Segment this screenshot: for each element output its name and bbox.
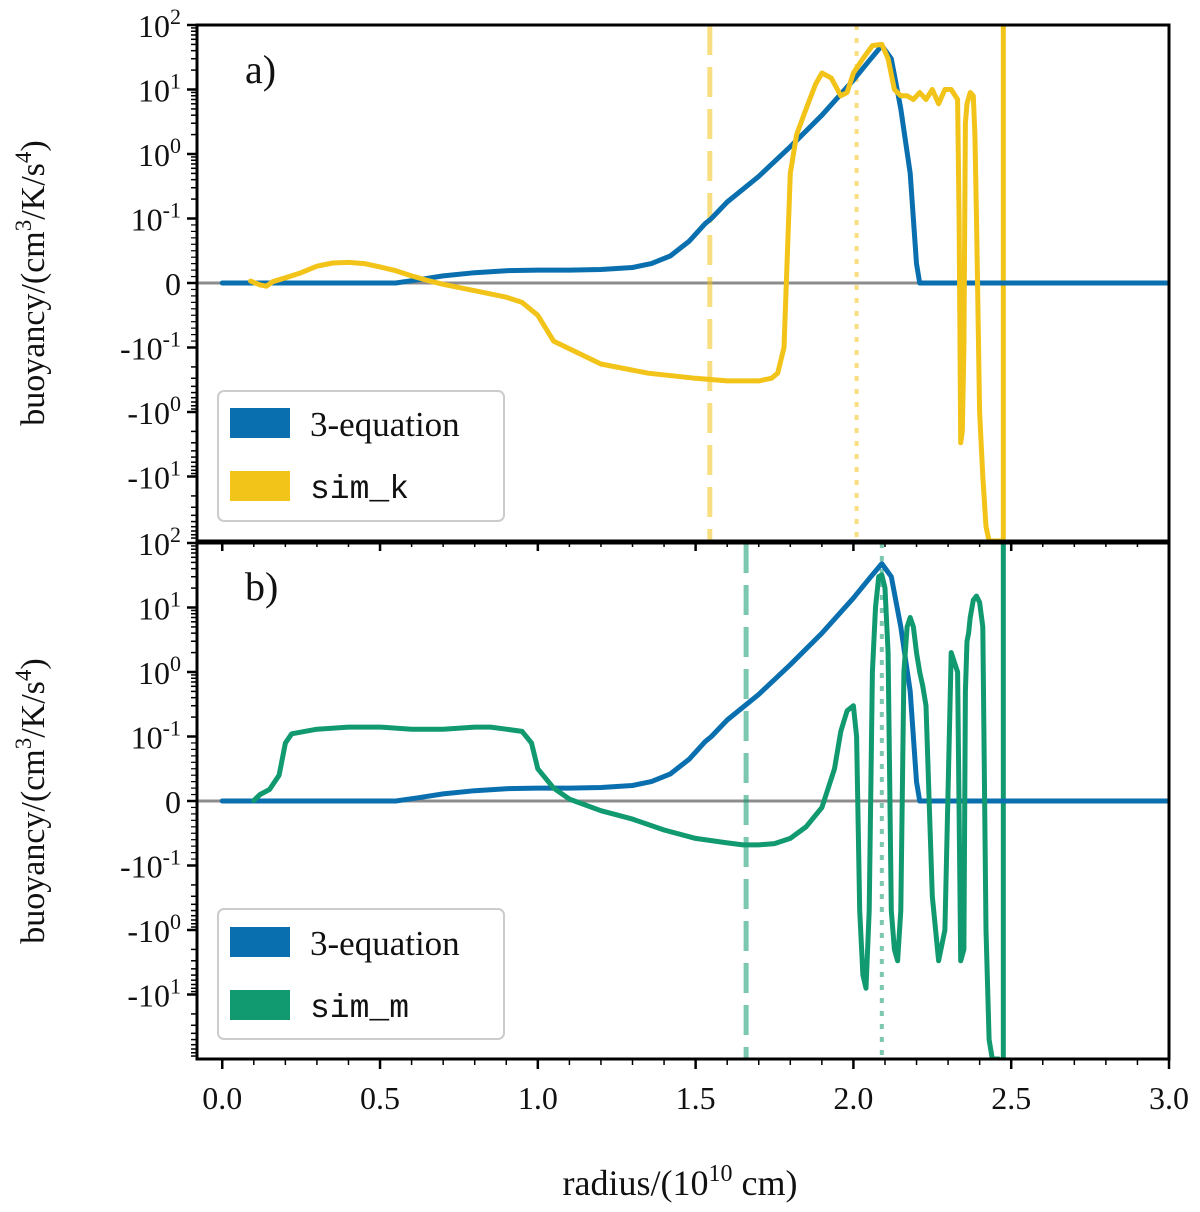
y-tick-label: 10-1 bbox=[131, 198, 181, 238]
data-lines bbox=[219, 543, 1169, 1059]
x-tick-label: 2.5 bbox=[991, 1080, 1031, 1116]
y-axis-label-b: buoyancy/(cm3/K/s4) bbox=[11, 658, 52, 944]
y-tick-label: -100 bbox=[127, 391, 181, 431]
x-axis-label: radius/(1010 cm) bbox=[563, 1161, 798, 1203]
x-tick-label: 3.0 bbox=[1149, 1080, 1189, 1116]
legend-label-sim-m: sim_m bbox=[310, 990, 409, 1027]
y-tick-label: -101 bbox=[127, 456, 181, 496]
x-tick-label: 1.5 bbox=[676, 1080, 716, 1116]
y-tick-label: 102 bbox=[138, 4, 181, 44]
y-tick-label: 102 bbox=[138, 522, 181, 562]
series-line-sim-k bbox=[248, 41, 1003, 541]
x-tick-label: 2.0 bbox=[833, 1080, 873, 1116]
legend-label-sim-k: sim_k bbox=[310, 471, 409, 508]
x-ticks: 0.0 0.5 1.0 1.5 2.0 2.5 3.0 bbox=[202, 1059, 1189, 1116]
panel-label: a) bbox=[245, 47, 276, 92]
y-tick-label: 10-1 bbox=[131, 716, 181, 756]
legend-swatch-sim-k bbox=[230, 471, 290, 501]
legend-swatch-sim-m bbox=[230, 990, 290, 1020]
series-line-3-equation bbox=[219, 561, 1169, 804]
y-ticks: 102 101 100 10-1 0 -10-1 -100 -101 bbox=[120, 522, 197, 1057]
y-tick-label: 100 bbox=[138, 133, 181, 173]
y-tick-label: 100 bbox=[138, 651, 181, 691]
y-tick-label: -10-1 bbox=[120, 327, 181, 367]
legend-label-3-equation: 3-equation bbox=[310, 924, 460, 963]
series-line-3-equation bbox=[219, 43, 1169, 286]
legend-swatch-3-equation bbox=[230, 408, 290, 438]
x-tick-label: 0.5 bbox=[360, 1080, 400, 1116]
y-tick-label: -101 bbox=[127, 974, 181, 1014]
legend: 3-equation sim_k bbox=[217, 390, 505, 522]
x-tick-label: 1.0 bbox=[518, 1080, 558, 1116]
y-tick-label: 101 bbox=[138, 587, 181, 627]
y-tick-label: 0 bbox=[165, 784, 181, 820]
legend-label-3-equation: 3-equation bbox=[310, 405, 460, 444]
series-line-sim-m bbox=[251, 572, 1002, 1059]
y-tick-label: -10-1 bbox=[120, 845, 181, 885]
panel-a: 102 101 100 10-1 0 -10-1 -100 -101 a) 3-equatio… bbox=[120, 4, 1171, 551]
legend-swatch-3-equation bbox=[230, 927, 290, 957]
panel-label: b) bbox=[245, 564, 278, 609]
panel-b: 102 101 100 10-1 0 -10-1 -100 -101 b) 3-equatio… bbox=[120, 522, 1171, 1061]
y-axis-label-a: buoyancy/(cm3/K/s4) bbox=[11, 140, 52, 426]
x-tick-label: 0.0 bbox=[202, 1080, 242, 1116]
legend: 3-equation sim_m bbox=[217, 908, 505, 1040]
y-tick-label: 101 bbox=[138, 69, 181, 109]
data-lines bbox=[219, 25, 1169, 541]
y-tick-label: -100 bbox=[127, 909, 181, 949]
y-tick-label: 0 bbox=[165, 266, 181, 302]
